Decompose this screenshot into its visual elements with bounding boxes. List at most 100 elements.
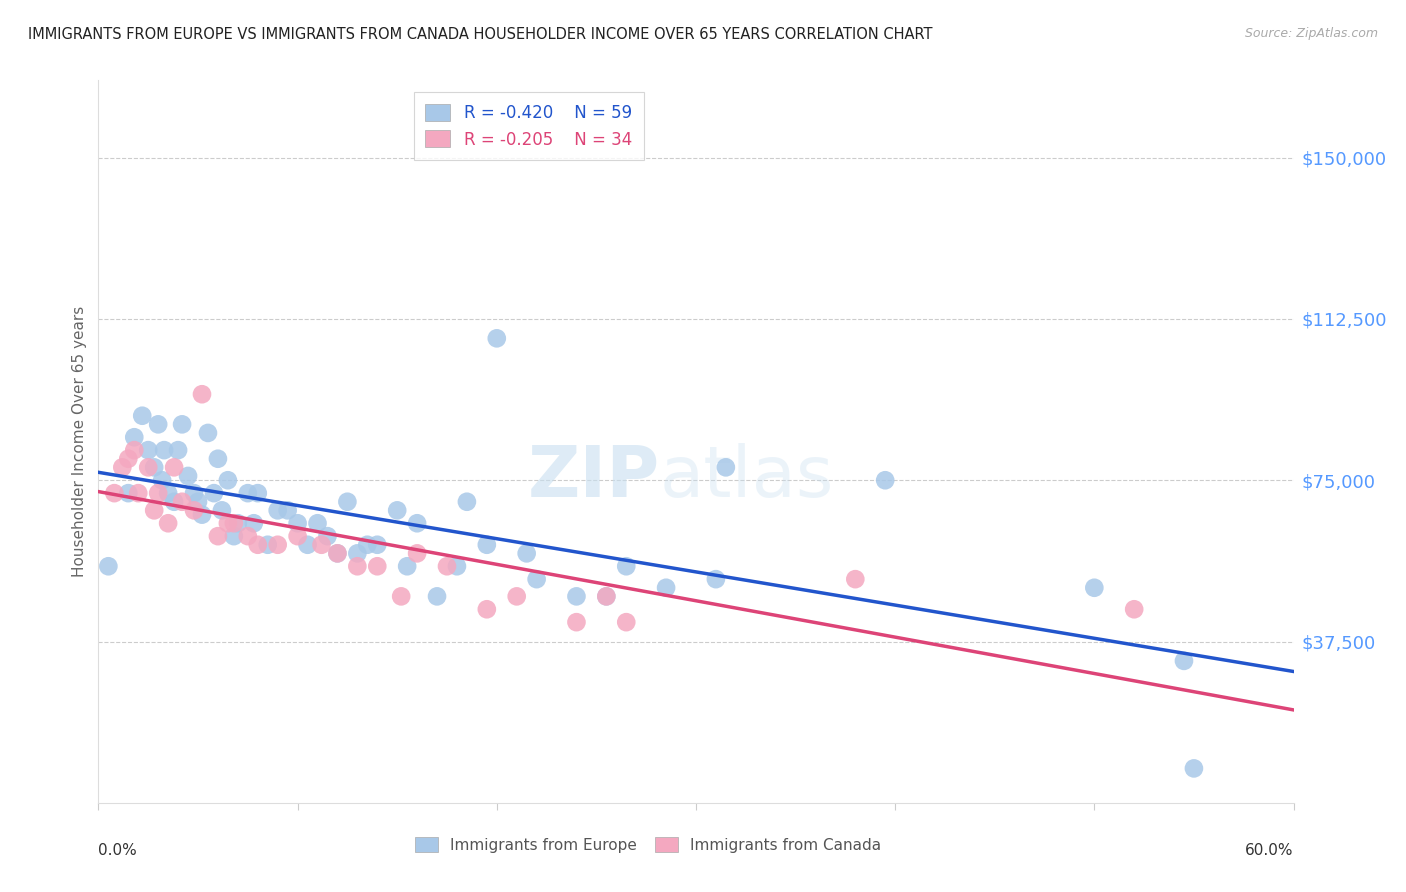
Point xyxy=(217,473,239,487)
Text: Source: ZipAtlas.com: Source: ZipAtlas.com xyxy=(1244,27,1378,40)
Point xyxy=(167,443,190,458)
Point xyxy=(446,559,468,574)
Point xyxy=(236,529,259,543)
Point xyxy=(150,473,173,487)
Point xyxy=(436,559,458,574)
Point xyxy=(326,546,349,560)
Y-axis label: Householder Income Over 65 years: Householder Income Over 65 years xyxy=(72,306,87,577)
Point xyxy=(475,538,498,552)
Point xyxy=(565,615,588,630)
Point xyxy=(172,417,194,432)
Point xyxy=(406,516,429,531)
Point xyxy=(366,559,388,574)
Point xyxy=(197,425,219,440)
Point xyxy=(217,516,239,531)
Point xyxy=(844,572,866,586)
Point xyxy=(506,590,529,604)
Point xyxy=(1083,581,1105,595)
Point xyxy=(131,409,153,423)
Point xyxy=(277,503,299,517)
Point xyxy=(226,516,249,531)
Point xyxy=(287,516,309,531)
Point xyxy=(117,451,139,466)
Point xyxy=(714,460,737,475)
Point xyxy=(222,516,245,531)
Point xyxy=(1123,602,1146,616)
Point xyxy=(211,503,233,517)
Point xyxy=(136,460,159,475)
Point xyxy=(346,559,368,574)
Point xyxy=(287,529,309,543)
Point xyxy=(595,590,617,604)
Point xyxy=(111,460,134,475)
Point xyxy=(148,417,170,432)
Point xyxy=(356,538,378,552)
Point xyxy=(326,546,349,560)
Point xyxy=(207,529,229,543)
Point xyxy=(297,538,319,552)
Point xyxy=(148,486,170,500)
Point xyxy=(704,572,727,586)
Point xyxy=(385,503,409,517)
Point xyxy=(183,503,205,517)
Point xyxy=(396,559,419,574)
Point xyxy=(172,494,194,508)
Point xyxy=(236,486,259,500)
Point xyxy=(406,546,429,560)
Point xyxy=(177,469,200,483)
Point xyxy=(191,508,214,522)
Point xyxy=(103,486,125,500)
Point xyxy=(246,538,269,552)
Point xyxy=(256,538,278,552)
Point xyxy=(346,546,368,560)
Point xyxy=(614,615,637,630)
Point xyxy=(246,486,269,500)
Text: atlas: atlas xyxy=(661,443,835,512)
Point xyxy=(1173,654,1195,668)
Point xyxy=(163,494,186,508)
Point xyxy=(456,494,478,508)
Point xyxy=(1182,761,1205,775)
Point xyxy=(207,451,229,466)
Point xyxy=(157,486,180,500)
Point xyxy=(565,590,588,604)
Text: ZIP: ZIP xyxy=(527,443,661,512)
Point xyxy=(475,602,498,616)
Point xyxy=(614,559,637,574)
Point xyxy=(157,516,180,531)
Point xyxy=(127,486,149,500)
Point xyxy=(516,546,538,560)
Point xyxy=(124,443,146,458)
Point xyxy=(336,494,359,508)
Point xyxy=(97,559,120,574)
Text: 60.0%: 60.0% xyxy=(1246,843,1294,857)
Point xyxy=(117,486,139,500)
Point xyxy=(153,443,176,458)
Point xyxy=(202,486,225,500)
Point xyxy=(389,590,412,604)
Point xyxy=(187,494,209,508)
Point xyxy=(243,516,266,531)
Point xyxy=(366,538,388,552)
Point xyxy=(163,460,186,475)
Point xyxy=(875,473,897,487)
Point xyxy=(595,590,617,604)
Point xyxy=(136,443,159,458)
Point xyxy=(426,590,449,604)
Point xyxy=(143,503,166,517)
Point xyxy=(526,572,548,586)
Point xyxy=(655,581,678,595)
Point xyxy=(191,387,214,401)
Text: 0.0%: 0.0% xyxy=(98,843,138,857)
Point xyxy=(267,503,290,517)
Point xyxy=(222,529,245,543)
Text: IMMIGRANTS FROM EUROPE VS IMMIGRANTS FROM CANADA HOUSEHOLDER INCOME OVER 65 YEAR: IMMIGRANTS FROM EUROPE VS IMMIGRANTS FRO… xyxy=(28,27,932,42)
Legend: Immigrants from Europe, Immigrants from Canada: Immigrants from Europe, Immigrants from … xyxy=(408,829,889,860)
Point xyxy=(183,486,205,500)
Point xyxy=(316,529,339,543)
Point xyxy=(124,430,146,444)
Point xyxy=(267,538,290,552)
Point xyxy=(143,460,166,475)
Point xyxy=(311,538,333,552)
Point xyxy=(485,331,508,345)
